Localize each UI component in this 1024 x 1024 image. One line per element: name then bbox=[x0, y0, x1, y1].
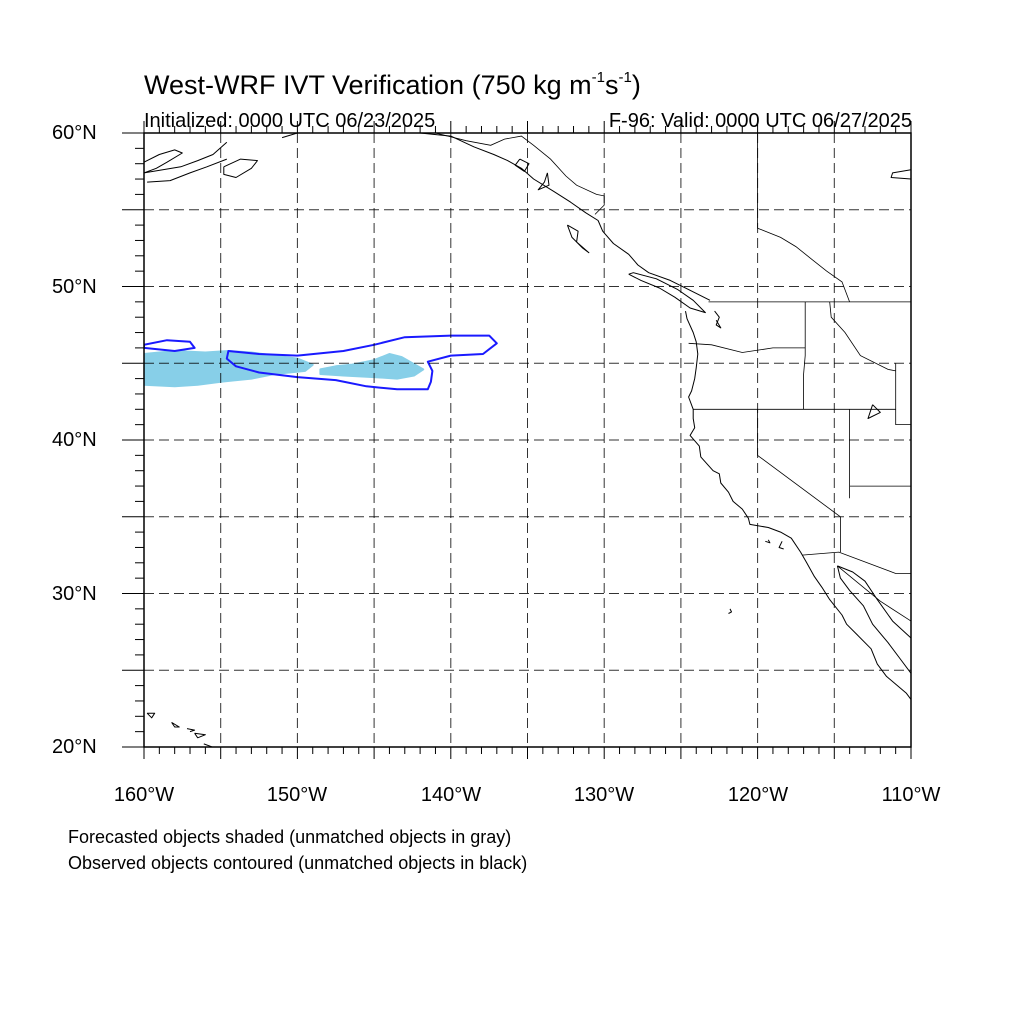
lat-label-50n: 50°N bbox=[52, 276, 97, 298]
coastline-10 bbox=[714, 310, 722, 329]
coastline-7 bbox=[537, 172, 550, 191]
map-title: West-WRF IVT Verification (750 kg m-1s-1… bbox=[144, 69, 641, 101]
coastline-20 bbox=[186, 728, 196, 733]
coastline-12 bbox=[836, 565, 911, 674]
coastline-19 bbox=[171, 721, 180, 728]
lat-label-40n: 40°N bbox=[52, 429, 97, 451]
title-exp-1: -1 bbox=[591, 69, 605, 86]
title-suffix: ) bbox=[631, 70, 641, 100]
title-exp-2: -1 bbox=[618, 69, 632, 86]
lon-label-150w: 150°W bbox=[266, 784, 328, 806]
footnote-observed: Observed objects contoured (unmatched ob… bbox=[68, 853, 528, 873]
border-13 bbox=[895, 363, 911, 426]
forecast-objects bbox=[144, 350, 425, 388]
lon-label-110w: 110°W bbox=[881, 784, 941, 806]
coastline-1 bbox=[890, 169, 911, 180]
axis-ticks bbox=[122, 121, 912, 759]
coastline-17 bbox=[728, 608, 732, 614]
lon-label-160w: 160°W bbox=[113, 784, 175, 806]
lon-label-130w: 130°W bbox=[573, 784, 635, 806]
title-mid: s bbox=[604, 70, 619, 100]
observed-object-1 bbox=[144, 339, 196, 352]
coastline-11 bbox=[685, 311, 911, 700]
valid-time-label: F-96: Valid: 0000 UTC 06/27/2025 bbox=[608, 110, 912, 132]
lon-label-120w: 120°W bbox=[727, 784, 789, 806]
border-14 bbox=[837, 565, 911, 622]
lat-label-20n: 20°N bbox=[52, 736, 97, 758]
plot-frame bbox=[143, 132, 912, 748]
coastline-22 bbox=[203, 743, 214, 747]
graticule bbox=[144, 133, 911, 747]
lat-label-30n: 30°N bbox=[52, 583, 97, 605]
border-5 bbox=[803, 301, 806, 410]
coastline-16 bbox=[778, 541, 784, 550]
coastline-4 bbox=[223, 158, 258, 178]
coastline-13 bbox=[837, 565, 911, 639]
coastline-9 bbox=[628, 272, 706, 314]
coastline-14 bbox=[867, 404, 881, 419]
observed-objects bbox=[144, 334, 498, 391]
title-prefix: West-WRF IVT Verification (750 kg m bbox=[144, 70, 592, 100]
coastline-2 bbox=[144, 141, 228, 174]
coastline-6 bbox=[514, 158, 530, 172]
border-11 bbox=[802, 551, 911, 574]
forecast-object-1 bbox=[144, 350, 314, 388]
coastline-21 bbox=[194, 732, 206, 739]
coastline-5 bbox=[281, 133, 711, 301]
coastline-15 bbox=[765, 539, 771, 544]
coastline-18 bbox=[146, 712, 156, 719]
footnote-forecast: Forecasted objects shaded (unmatched obj… bbox=[68, 827, 512, 847]
coastlines bbox=[144, 133, 911, 747]
coastline-8 bbox=[566, 224, 590, 254]
border-12 bbox=[829, 301, 896, 372]
border-3 bbox=[757, 133, 850, 303]
observed-object-2 bbox=[225, 334, 498, 391]
init-time-label: Initialized: 0000 UTC 06/23/2025 bbox=[144, 110, 436, 132]
forecast-object-2 bbox=[319, 353, 425, 380]
lon-label-140w: 140°W bbox=[420, 784, 482, 806]
lat-label-60n: 60°N bbox=[52, 122, 97, 144]
coastline-3 bbox=[147, 158, 227, 183]
border-4 bbox=[688, 342, 806, 353]
